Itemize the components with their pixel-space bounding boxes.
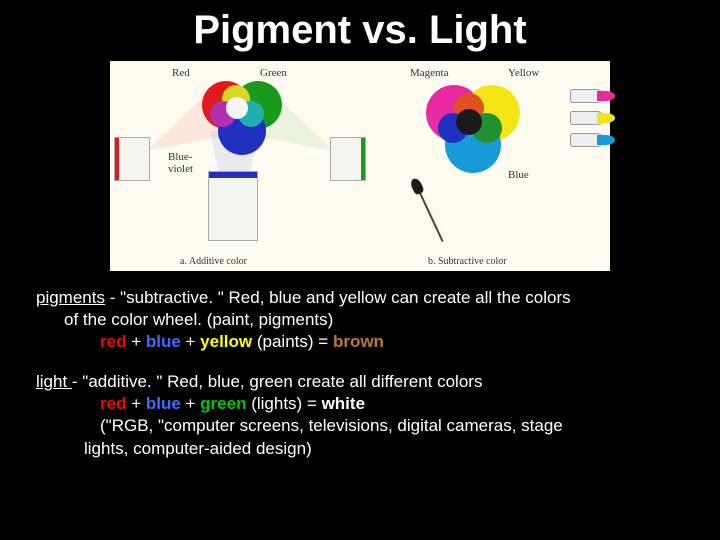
tube-magenta	[570, 89, 604, 103]
content-text: pigments - "subtractive. " Red, blue and…	[0, 271, 720, 460]
light-desc1: - "additive. " Red, blue, green create a…	[72, 372, 483, 391]
light-paragraph: light - "additive. " Red, blue, green cr…	[36, 371, 684, 459]
pigments-equation: red + blue + yellow (paints) = brown	[36, 331, 684, 353]
eq-red: red	[100, 332, 126, 351]
eq2-green: green	[200, 394, 246, 413]
light-equation: red + blue + green (lights) = white	[36, 393, 684, 415]
eq-blue: blue	[146, 332, 181, 351]
projector-left	[114, 137, 150, 181]
subtractive-panel: Magenta Yellow Blue b. Subtractive color	[370, 61, 610, 271]
light-note2: lights, computer-aided design)	[36, 438, 684, 460]
projector-right	[330, 137, 366, 181]
mix-center-sub	[456, 109, 482, 135]
term-light: light	[36, 372, 72, 391]
term-pigments: pigments	[36, 288, 105, 307]
eq2-white: white	[322, 394, 365, 413]
pigments-desc1: - "subtractive. " Red, blue and yellow c…	[105, 288, 571, 307]
slide-title: Pigment vs. Light	[0, 0, 720, 61]
label-magenta: Magenta	[410, 67, 448, 79]
paintbrush	[418, 191, 443, 242]
label-blue: Blue	[508, 169, 529, 181]
mix-center	[226, 97, 248, 119]
caption-subtractive: b. Subtractive color	[428, 256, 507, 267]
eq-yellow: yellow	[200, 332, 252, 351]
tube-yellow	[570, 111, 604, 125]
caption-additive: a. Additive color	[180, 256, 247, 267]
diagram-area: Red Green Blue- violet a. Additive color…	[110, 61, 610, 271]
eq2-blue: blue	[146, 394, 181, 413]
label-yellow: Yellow	[508, 67, 539, 79]
light-note1: ("RGB, "computer screens, televisions, d…	[36, 415, 684, 437]
tube-cyan	[570, 133, 604, 147]
eq-brown: brown	[333, 332, 384, 351]
eq2-red: red	[100, 394, 126, 413]
pigments-paragraph: pigments - "subtractive. " Red, blue and…	[36, 287, 684, 353]
additive-panel: Red Green Blue- violet a. Additive color	[110, 61, 370, 271]
pigments-desc2: of the color wheel. (paint, pigments)	[36, 309, 684, 331]
screen	[208, 171, 258, 241]
